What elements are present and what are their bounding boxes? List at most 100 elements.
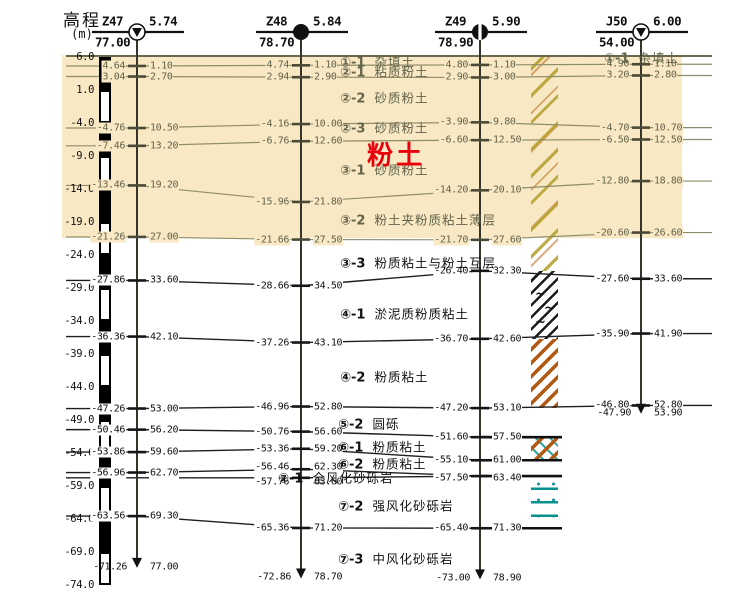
contact-elevation-label: -53.36 <box>254 443 290 455</box>
stratum-label: ⑦-1 全风化砂砾岩 <box>278 468 393 487</box>
contact-tick <box>471 138 489 142</box>
contact-tick <box>632 126 650 129</box>
contact-tick <box>128 428 146 431</box>
contact-tick <box>292 75 310 79</box>
contact-tick <box>632 179 650 183</box>
contact-depth-label: 18.80 <box>653 175 684 187</box>
stratum-code: ②-1 <box>340 65 366 81</box>
borehole-top-elevation: 6.00 <box>653 13 682 29</box>
borehole-bottom-depth: 78.70 <box>314 571 343 583</box>
contact-tick <box>292 526 310 530</box>
stratum-label: ⑥-1 粉质粘土 <box>338 437 426 456</box>
stratum-code: ③-1 <box>340 163 366 179</box>
contact-elevation-label: -35.90 <box>594 328 630 340</box>
contact-elevation-label: -56.96 <box>90 467 126 479</box>
borehole-total-depth: 77.00 <box>95 34 131 50</box>
contact-elevation-label: -47.20 <box>433 402 469 414</box>
silt-tilde-mark: ~ <box>544 301 555 316</box>
contact-depth-label: 69.30 <box>149 510 180 522</box>
axis-tick-label: -54.0 <box>64 447 94 459</box>
borehole-bottom-arrow-icon <box>475 569 485 580</box>
stratum-name: 粉土夹粉质粘土薄层 <box>374 212 496 228</box>
contact-tick <box>292 200 310 204</box>
contact-tick <box>471 435 489 439</box>
contact-tick <box>128 184 146 187</box>
contact-elevation-label: -53.86 <box>90 446 126 458</box>
stratum-code: ③-2 <box>340 213 366 229</box>
stratum-name: 粉质粘土与粉土互层 <box>374 255 496 271</box>
contact-tick <box>632 332 650 335</box>
stratum-name: 圆砾 <box>372 416 400 432</box>
contact-depth-label: 62.30 <box>313 461 344 473</box>
contact-tick <box>471 337 489 341</box>
contact-depth-label: 61.00 <box>492 454 523 466</box>
contact-depth-label: 71.20 <box>313 522 344 534</box>
contact-elevation-label: 4.80 <box>444 59 469 71</box>
axis-scale-bar-segment <box>99 354 111 387</box>
contact-depth-label: 10.00 <box>313 118 344 130</box>
axis-scale-bar-segment <box>99 90 111 123</box>
borehole-bottom-elevation: -73.00 <box>436 572 470 584</box>
contact-tick <box>128 75 146 78</box>
contact-tick <box>128 335 146 338</box>
contact-tick <box>632 74 650 77</box>
contact-tick <box>471 269 489 273</box>
borehole-bottom-elevation: -71.26 <box>93 561 127 573</box>
borehole-top-elevation: 5.74 <box>149 13 178 29</box>
stratum-name: 杂填土 <box>374 54 415 70</box>
borehole-total-depth: 78.90 <box>438 34 474 50</box>
borehole-name: Z49 <box>444 13 467 29</box>
lithology-hatch-orange-hatch <box>531 338 558 409</box>
contact-depth-label: 59.60 <box>149 446 180 458</box>
stratum-code: ⑤-2 <box>338 417 364 433</box>
contact-elevation-label: -55.10 <box>433 454 469 466</box>
contact-tick <box>292 238 310 241</box>
contact-elevation-label: 2.90 <box>444 71 469 83</box>
axis-tick-label: -34.0 <box>64 315 94 327</box>
contact-depth-label: 41.90 <box>653 328 684 340</box>
contact-depth-label: 26.60 <box>653 227 684 239</box>
lithology-hatch-black-hatch <box>531 270 558 339</box>
contact-elevation-label: -4.76 <box>95 122 126 134</box>
contact-tick <box>632 62 650 66</box>
borehole-symbol-solid-icon <box>293 24 309 40</box>
contact-depth-label: 57.50 <box>492 431 523 443</box>
contact-elevation-label: -51.60 <box>433 431 469 443</box>
stratum-label: ⑥-2 粉质粘土 <box>338 454 426 473</box>
stratum-name: 粉质粘土 <box>372 439 427 455</box>
contact-tick <box>128 279 146 282</box>
contact-elevation-label: -65.36 <box>254 522 290 534</box>
stratum-label: ①-1 杂填土 <box>604 48 679 67</box>
stratum-name: 砂质粉土 <box>374 162 429 178</box>
stratum-label: ③-1 砂质粉土 <box>340 160 428 179</box>
contact-elevation-label: 3.04 <box>101 71 126 83</box>
stratum-code: ⑦-1 <box>278 471 304 487</box>
contact-depth-label: 32.30 <box>492 265 523 277</box>
contact-elevation-label: -28.66 <box>254 280 290 292</box>
contact-tick <box>128 64 146 68</box>
contact-depth-label: 1.10 <box>492 59 517 71</box>
axis-tick-label: 1.0 <box>76 84 94 96</box>
stratum-label: ③-3 粉质粘土与粉土互层 <box>340 253 496 272</box>
contact-elevation-label: -20.60 <box>594 227 630 239</box>
borehole-name: Z47 <box>101 13 124 29</box>
elevation-axis-unit: (m) <box>71 27 93 41</box>
contact-depth-label: 42.10 <box>149 331 180 343</box>
stratum-name: 粉质粘土 <box>372 456 427 472</box>
contact-depth-label: 53.00 <box>149 403 180 415</box>
borehole-symbol-triangle-icon <box>636 28 646 37</box>
contact-elevation-label: -6.60 <box>438 134 469 146</box>
contact-tick <box>128 514 146 518</box>
contact-depth-label: 63.60 <box>313 476 344 488</box>
borehole-bottom-arrow-icon <box>132 557 142 568</box>
contact-elevation-label: -56.46 <box>254 461 290 473</box>
contact-depth-label: 12.60 <box>313 135 344 147</box>
stratum-name: 砂质粉土 <box>374 120 429 136</box>
contact-tick <box>471 63 489 67</box>
contact-elevation-label: -26.40 <box>433 265 469 277</box>
axis-scale-bar-segment <box>99 189 111 222</box>
contact-depth-label: 33.60 <box>653 273 684 285</box>
stratum-label: ⑤-2 圆砾 <box>338 414 399 433</box>
borehole-total-depth: 78.70 <box>259 34 295 50</box>
contact-elevation-label: -4.16 <box>259 118 290 130</box>
